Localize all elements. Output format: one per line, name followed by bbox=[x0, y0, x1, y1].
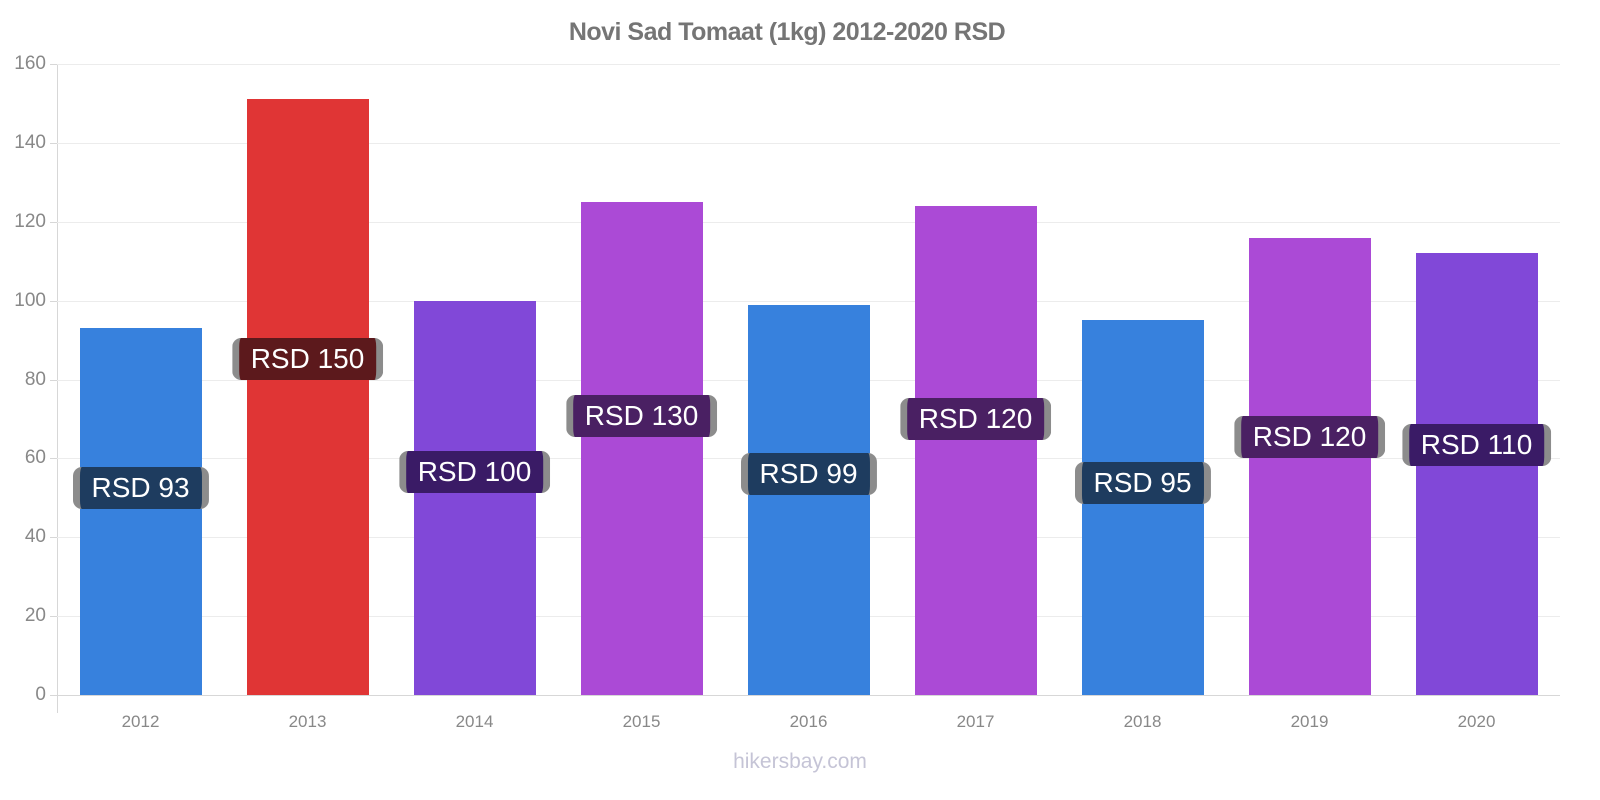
y-tick-mark-80 bbox=[50, 379, 57, 381]
bar-value-label-2014: RSD 100 bbox=[398, 451, 551, 494]
bar-value-label-2015: RSD 130 bbox=[565, 395, 718, 438]
bar-2014[interactable] bbox=[413, 300, 536, 695]
x-axis-tick-label-2020: 2020 bbox=[1457, 712, 1496, 731]
bar-value-label-2018: RSD 95 bbox=[1074, 462, 1211, 505]
y-axis-tick-label: 100 bbox=[14, 289, 46, 311]
y-tick-mark-100 bbox=[50, 300, 57, 302]
x-axis-tick-label-2013: 2013 bbox=[288, 712, 327, 731]
y-tick-mark-0 bbox=[50, 695, 57, 696]
y-axis-tick-label: 140 bbox=[14, 131, 46, 153]
bar-2016[interactable] bbox=[747, 304, 870, 695]
gridline-160 bbox=[57, 64, 1560, 65]
bar-2017[interactable] bbox=[914, 205, 1037, 695]
x-axis-tick-label-2017: 2017 bbox=[956, 712, 995, 731]
y-axis-tick-label: 60 bbox=[24, 447, 46, 469]
bar-2019[interactable] bbox=[1248, 237, 1371, 695]
bar-2012[interactable] bbox=[79, 328, 202, 695]
y-tick-mark-160 bbox=[50, 64, 57, 65]
gridline-140 bbox=[57, 142, 1560, 144]
y-axis-tick-label: 120 bbox=[14, 210, 46, 232]
gridline-120 bbox=[57, 221, 1560, 223]
bar-2015[interactable] bbox=[580, 202, 703, 695]
y-axis-tick-label: 0 bbox=[35, 684, 46, 705]
x-axis-tick-label-2019: 2019 bbox=[1290, 712, 1329, 731]
y-axis-tick-label: 40 bbox=[24, 526, 46, 548]
bar-value-label-2012: RSD 93 bbox=[72, 466, 209, 509]
bar-value-label-2019: RSD 120 bbox=[1233, 415, 1386, 458]
bar-value-label-2013: RSD 150 bbox=[231, 337, 384, 380]
y-axis-tick-label: 20 bbox=[24, 605, 46, 627]
x-axis-tick-label-2014: 2014 bbox=[455, 712, 494, 731]
x-axis-tick-label-2015: 2015 bbox=[622, 712, 661, 731]
y-axis-tick-label: 80 bbox=[24, 368, 46, 390]
bar-value-label-2020: RSD 110 bbox=[1401, 424, 1552, 467]
y-tick-mark-120 bbox=[50, 221, 57, 223]
gridline-100 bbox=[57, 300, 1560, 302]
bar-value-label-2016: RSD 99 bbox=[740, 453, 877, 496]
bar-2013[interactable] bbox=[246, 99, 369, 695]
bar-2020[interactable] bbox=[1415, 253, 1538, 695]
gridline-0 bbox=[57, 695, 1560, 696]
y-axis-line bbox=[57, 64, 58, 713]
y-axis-tick-label: 160 bbox=[14, 53, 46, 74]
y-tick-mark-60 bbox=[50, 458, 57, 460]
bar-2018[interactable] bbox=[1081, 320, 1204, 695]
x-axis-tick-label-2012: 2012 bbox=[121, 712, 160, 731]
chart-title: Novi Sad Tomaat (1kg) 2012-2020 RSD bbox=[568, 18, 1006, 46]
x-axis-tick-label-2016: 2016 bbox=[789, 712, 828, 731]
y-tick-mark-140 bbox=[50, 142, 57, 144]
bar-value-label-2017: RSD 120 bbox=[899, 397, 1052, 440]
y-tick-mark-20 bbox=[50, 616, 57, 618]
y-tick-mark-40 bbox=[50, 537, 57, 539]
x-axis-tick-label-2018: 2018 bbox=[1123, 712, 1162, 731]
watermark-link[interactable]: hikersbay.com bbox=[733, 750, 867, 773]
